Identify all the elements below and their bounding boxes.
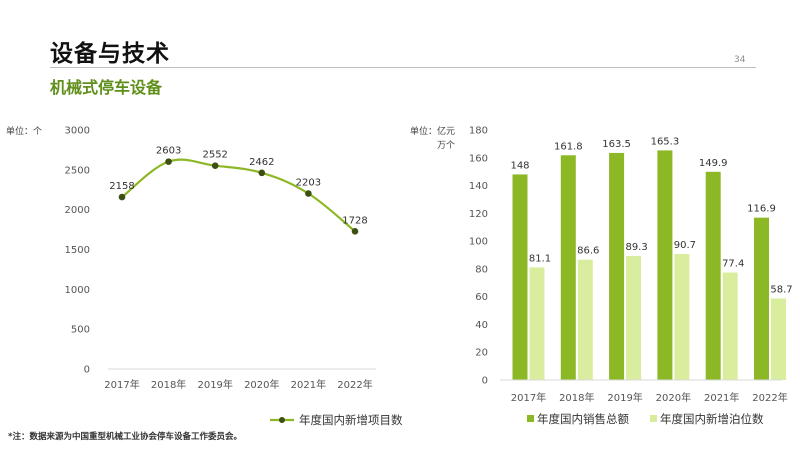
line-data-label: 2462 bbox=[249, 157, 274, 168]
line-y-tick: 3000 bbox=[65, 126, 90, 137]
bar-data-label: 90.7 bbox=[674, 240, 696, 251]
bar-y-tick: 40 bbox=[475, 320, 488, 331]
line-point bbox=[118, 193, 126, 201]
footnote: *注：数据来源为中国重型机械工业协会停车设备工作委员会。 bbox=[8, 432, 242, 442]
bar-new-berths bbox=[771, 298, 786, 380]
bar-chart-unit-label-1: 单位：亿元 bbox=[410, 125, 455, 137]
bar-legend-swatch-dark bbox=[527, 415, 534, 422]
line-y-tick: 2500 bbox=[65, 165, 90, 176]
line-chart-unit-label: 单位：个 bbox=[6, 125, 42, 137]
line-data-label: 1728 bbox=[342, 215, 367, 226]
bar-data-label: 161.8 bbox=[554, 141, 583, 152]
bar-x-tick: 2021年 bbox=[704, 391, 739, 404]
bar-legend-label-dark: 年度国内销售总额 bbox=[537, 412, 629, 426]
line-x-tick: 2017年 bbox=[104, 378, 139, 391]
bar-new-berths bbox=[722, 272, 738, 380]
line-x-tick: 2020年 bbox=[244, 378, 279, 391]
bar-data-label: 149.9 bbox=[699, 158, 728, 169]
bar-chart-y-axis: 180 160 140 120 100 80 60 40 20 0 bbox=[469, 126, 488, 387]
bar-y-tick: 180 bbox=[469, 126, 488, 137]
line-y-tick: 0 bbox=[84, 365, 90, 376]
header-divider bbox=[50, 67, 756, 68]
line-chart: 单位：个 3000 2500 2000 1500 1000 500 0 2017年 2018年… bbox=[6, 125, 403, 427]
bar-x-tick: 2019年 bbox=[607, 391, 642, 404]
bar-data-label: 148 bbox=[510, 160, 529, 171]
bar-y-tick: 0 bbox=[482, 376, 488, 387]
line-data-label: 2158 bbox=[109, 181, 134, 192]
bar-new-berths bbox=[626, 255, 642, 380]
bar-chart-legend: 年度国内销售总额 年度国内新增泊位数 bbox=[527, 412, 764, 426]
bar-sales-total bbox=[609, 152, 625, 380]
line-legend-label: 年度国内新增项目数 bbox=[299, 413, 403, 427]
bar-chart-data-labels: 148 161.8 163.5 165.3 149.9 116.9 81.1 86.6 89.3… bbox=[510, 136, 792, 295]
line-legend-marker bbox=[279, 417, 285, 423]
bar-data-label: 165.3 bbox=[651, 136, 680, 147]
bar-data-label: 89.3 bbox=[625, 242, 647, 253]
line-point bbox=[165, 158, 172, 165]
line-point bbox=[211, 162, 219, 169]
line-series-年度国内新增项目数 bbox=[121, 158, 356, 233]
bar-data-label: 81.1 bbox=[529, 253, 551, 264]
line-x-tick: 2019年 bbox=[197, 378, 232, 391]
bar-sales-total bbox=[705, 171, 721, 380]
bar-y-tick: 80 bbox=[475, 264, 488, 275]
page-title: 设备与技术 bbox=[50, 41, 170, 67]
bar-data-label: 58.7 bbox=[770, 284, 792, 295]
line-data-label: 2552 bbox=[202, 150, 227, 161]
bar-chart-unit-label-2: 万个 bbox=[437, 140, 455, 151]
bar-data-label: 86.6 bbox=[577, 246, 599, 257]
bar-x-tick: 2022年 bbox=[752, 391, 787, 404]
line-x-tick: 2018年 bbox=[151, 378, 186, 391]
line-chart-data-labels: 2158 2603 2552 2462 2203 1728 bbox=[109, 146, 367, 227]
line-chart-legend: 年度国内新增项目数 bbox=[270, 413, 403, 427]
bar-y-tick: 100 bbox=[469, 237, 488, 248]
bar-new-berths bbox=[529, 267, 545, 380]
bar-y-tick: 60 bbox=[475, 292, 488, 303]
bar-y-tick: 140 bbox=[469, 181, 488, 192]
bar-chart-x-axis: 2017年 2018年 2019年 2020年 2021年 2022年 bbox=[511, 391, 788, 404]
bar-sales-total bbox=[657, 150, 673, 380]
bar-x-tick: 2018年 bbox=[559, 391, 594, 404]
bar-legend-swatch-light bbox=[650, 415, 657, 422]
bar-y-tick: 120 bbox=[469, 209, 488, 220]
bar-x-tick: 2017年 bbox=[511, 391, 546, 404]
line-point bbox=[351, 228, 359, 235]
bar-chart-bars bbox=[512, 150, 786, 380]
line-x-tick: 2021年 bbox=[291, 378, 326, 391]
line-point bbox=[305, 190, 312, 197]
bar-sales-total bbox=[512, 174, 528, 380]
bar-legend-label-light: 年度国内新增泊位数 bbox=[660, 412, 764, 426]
bar-new-berths bbox=[577, 259, 593, 380]
bar-sales-total bbox=[560, 155, 576, 380]
bar-y-tick: 160 bbox=[469, 153, 488, 164]
bar-data-label: 116.9 bbox=[747, 204, 776, 215]
line-point bbox=[258, 169, 266, 177]
line-y-tick: 1500 bbox=[65, 245, 90, 256]
bar-data-label: 77.4 bbox=[722, 259, 744, 270]
line-y-tick: 500 bbox=[71, 325, 90, 336]
line-chart-points bbox=[118, 158, 359, 235]
line-chart-x-axis: 2017年 2018年 2019年 2020年 2021年 2022年 bbox=[104, 378, 372, 391]
page-number: 34 bbox=[734, 55, 746, 65]
line-y-tick: 1000 bbox=[65, 285, 90, 296]
line-y-tick: 2000 bbox=[65, 205, 90, 216]
bar-data-label: 163.5 bbox=[602, 139, 631, 150]
line-data-label: 2603 bbox=[156, 146, 181, 157]
section-subtitle: 机械式停车设备 bbox=[50, 78, 163, 97]
bar-new-berths bbox=[674, 254, 690, 380]
line-data-label: 2203 bbox=[296, 177, 321, 188]
bar-y-tick: 20 bbox=[475, 348, 488, 359]
line-chart-y-axis: 3000 2500 2000 1500 1000 500 0 bbox=[65, 126, 90, 376]
line-x-tick: 2022年 bbox=[337, 378, 372, 391]
bar-x-tick: 2020年 bbox=[656, 391, 691, 404]
bar-sales-total bbox=[754, 217, 769, 380]
